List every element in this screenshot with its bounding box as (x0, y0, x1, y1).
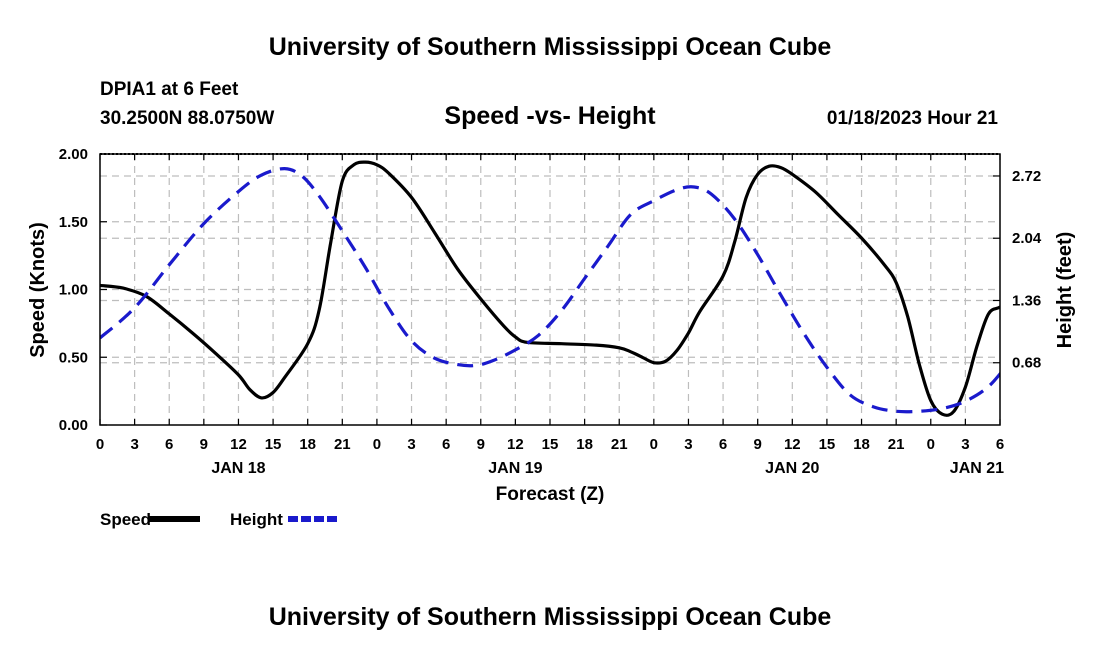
x-tick-label: 21 (334, 436, 351, 453)
x-tick-label: 15 (819, 436, 836, 453)
x-tick-label: 12 (230, 436, 247, 453)
y-left-tick-label: 1.00 (59, 282, 88, 299)
date-label: JAN 19 (488, 460, 542, 477)
x-tick-label: 18 (853, 436, 870, 453)
gridlines (100, 154, 1000, 425)
y-right-tick-label: 0.68 (1012, 355, 1041, 372)
y-right-tick-label: 1.36 (1012, 292, 1041, 309)
x-tick-label: 15 (542, 436, 559, 453)
legend: Speed Height (100, 510, 340, 529)
legend-label-speed: Speed (100, 510, 151, 529)
x-tick-label: 6 (719, 436, 727, 453)
chart-subtitle: Speed -vs- Height (444, 102, 656, 130)
date-label: JAN 18 (211, 460, 265, 477)
x-tick-label: 0 (927, 436, 935, 453)
x-tick-label: 15 (265, 436, 282, 453)
x-tick-label: 18 (299, 436, 316, 453)
x-tick-label: 9 (477, 436, 485, 453)
location-label: 30.2500N 88.0750W (100, 108, 274, 129)
date-label: JAN 21 (950, 460, 1004, 477)
series-line-height (100, 166, 1000, 414)
x-tick-label: 12 (784, 436, 801, 453)
x-tick-label: 6 (165, 436, 173, 453)
x-tick-label: 6 (442, 436, 450, 453)
footer-title: University of Southern Mississippi Ocean… (269, 603, 832, 631)
series-layer (100, 160, 1000, 417)
y-left-tick-label: 2.00 (59, 146, 88, 163)
x-tick-label: 21 (611, 436, 628, 453)
x-tick-label: 3 (407, 436, 415, 453)
x-tick-label: 3 (130, 436, 138, 453)
y-right-tick-label: 2.72 (1012, 168, 1041, 185)
x-tick-label: 12 (507, 436, 524, 453)
x-tick-label: 9 (200, 436, 208, 453)
x-tick-label: 6 (996, 436, 1004, 453)
y-axis-left-label: Speed (Knots) (27, 222, 49, 358)
y-right-tick-label: 2.04 (1012, 230, 1042, 247)
x-tick-label: 0 (96, 436, 104, 453)
x-tick-label: 18 (576, 436, 593, 453)
y-left-tick-label: 0.50 (59, 349, 88, 366)
date-label: JAN 20 (765, 460, 819, 477)
y-left-tick-label: 0.00 (59, 417, 88, 434)
series-line-speed (100, 160, 1000, 417)
chart-title: University of Southern Mississippi Ocean… (269, 33, 832, 61)
x-axis-label: Forecast (Z) (496, 484, 605, 505)
datetime-label: 01/18/2023 Hour 21 (827, 108, 999, 129)
axes: 0 3 6 9 12 15 18 21 0 3 6 9 12 15 18 21 0 3 6 9 12 15 18 21 0 3 6 J… (59, 146, 1042, 477)
y-axis-right-label: Height (feet) (1054, 232, 1076, 349)
x-tick-label: 3 (684, 436, 692, 453)
x-tick-label: 0 (650, 436, 658, 453)
x-tick-label: 0 (373, 436, 381, 453)
station-label: DPIA1 at 6 Feet (100, 79, 239, 100)
legend-label-height: Height (230, 510, 283, 529)
x-tick-label: 21 (888, 436, 905, 453)
x-tick-label: 9 (754, 436, 762, 453)
y-left-tick-label: 1.50 (59, 214, 88, 231)
x-tick-label: 3 (961, 436, 969, 453)
